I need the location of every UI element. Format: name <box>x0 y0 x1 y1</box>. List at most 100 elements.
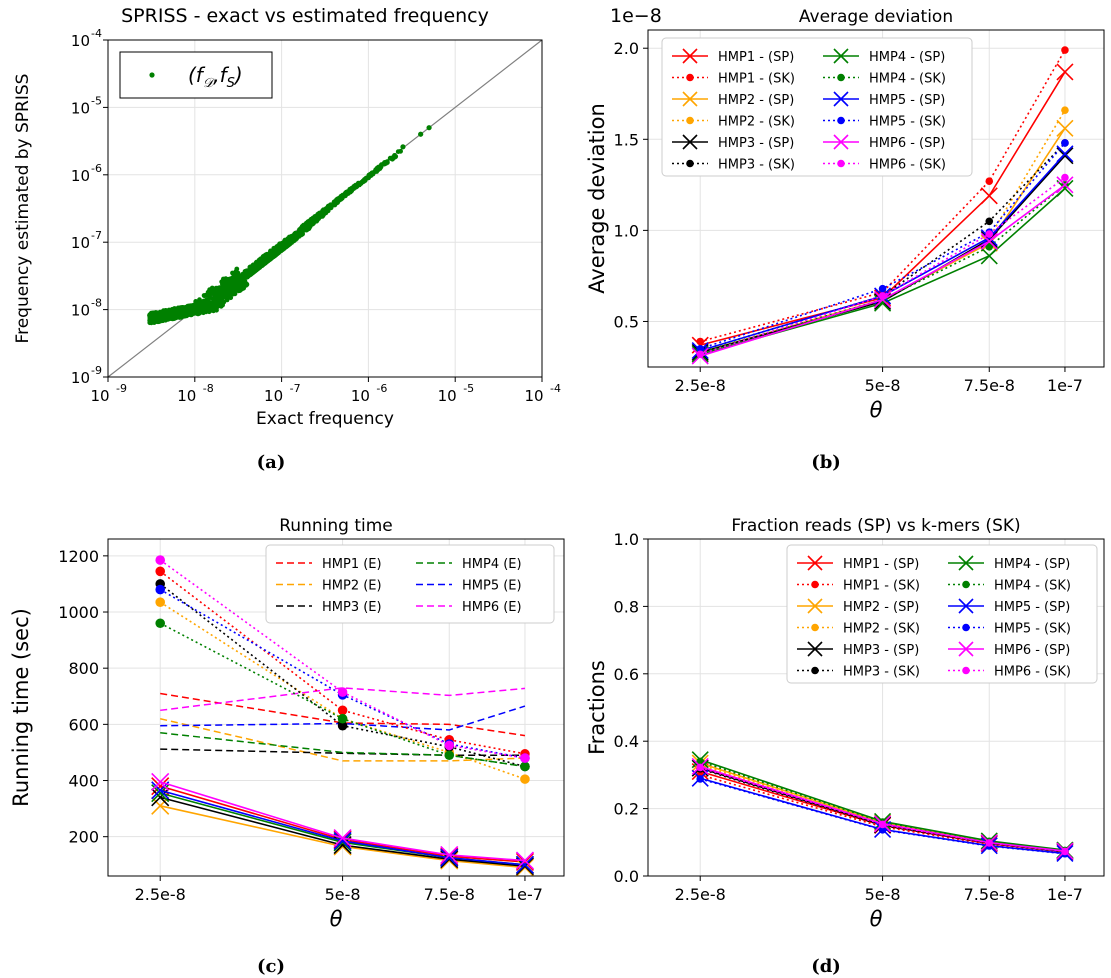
panel-a: 10 -910 -910 -810 -810 -710 -710 -610 -610 -510 -5… <box>13 5 561 429</box>
y-tick-label: 200 <box>68 828 99 847</box>
axes-frame <box>107 39 543 378</box>
legend-label: HMP3 - (SK) <box>718 158 795 173</box>
scatter-point <box>426 125 432 131</box>
series <box>151 781 535 874</box>
data-point <box>151 796 170 815</box>
scatter-point <box>216 285 222 291</box>
data-point <box>985 217 994 226</box>
y-tick-label: 10 <box>71 167 90 185</box>
data-point <box>878 820 887 829</box>
y-tick-label: 800 <box>68 659 99 678</box>
series-line <box>700 71 1066 346</box>
series-line <box>699 153 1066 352</box>
legend-box <box>661 37 973 177</box>
data-point <box>985 839 994 847</box>
y-tick-exponent: -8 <box>91 297 102 310</box>
y-tick-exponent: -4 <box>91 27 102 40</box>
y-tick-label: 1200 <box>58 547 99 566</box>
scatter-point <box>298 225 304 231</box>
scatter-point <box>320 213 326 219</box>
data-point <box>515 851 535 870</box>
data-point <box>515 858 535 877</box>
legend-label: HMP2 - (SK) <box>843 622 920 637</box>
scatter-point <box>254 266 260 272</box>
y-tick-label: 1000 <box>58 603 99 622</box>
x-tick-label: 2.5e-8 <box>675 376 726 395</box>
scatter-point <box>189 306 195 312</box>
x-tick-label: 5e-8 <box>865 885 901 904</box>
legend-marker <box>807 555 823 571</box>
data-point <box>878 826 887 834</box>
legend-close: ) <box>233 63 243 87</box>
scatter-point <box>289 240 295 245</box>
legend-label: HMP3 - (SK) <box>843 665 920 680</box>
legend-label: HMP6 - (SP) <box>994 643 1070 658</box>
series <box>160 718 525 762</box>
series-line <box>699 187 1066 356</box>
legend-box <box>119 51 273 99</box>
data-point <box>151 772 170 791</box>
x-tick-label: 7.5e-8 <box>424 885 475 904</box>
y-tick-exponent: -5 <box>91 94 102 107</box>
data-point <box>151 781 170 800</box>
data-point <box>1061 106 1069 114</box>
scatter-point <box>232 291 238 297</box>
data-point <box>696 344 705 353</box>
scatter-point <box>345 190 351 196</box>
legend-marker <box>686 73 694 82</box>
x-tick-label: 10 <box>351 387 370 405</box>
scatter-point <box>150 310 156 316</box>
data-point <box>1061 139 1069 147</box>
scatter-point <box>325 203 331 209</box>
legend-marker <box>962 666 970 675</box>
legend-label: HMP2 - (SP) <box>718 93 794 108</box>
legend-marker <box>958 641 974 657</box>
scatter-point <box>337 196 343 202</box>
legend-marker <box>686 116 694 125</box>
y-axis-label: Frequency estimated by SPRISS <box>13 74 33 344</box>
scatter-point <box>237 288 243 293</box>
y-tick-label: 400 <box>68 772 99 791</box>
scatter-point <box>356 181 361 186</box>
x-axis-label: Exact frequency <box>256 409 394 429</box>
scatter-point <box>165 313 171 318</box>
scatter-point <box>392 153 397 158</box>
y-tick-label: 600 <box>68 715 99 734</box>
scatter-point <box>193 303 199 308</box>
data-point <box>440 847 459 866</box>
data-point <box>155 597 166 607</box>
scatter-point <box>201 293 207 298</box>
y-tick-exponent: -9 <box>91 364 102 377</box>
series <box>160 687 526 712</box>
scatter-point <box>332 200 337 206</box>
y-tick-label: 0.6 <box>614 665 639 684</box>
data-point <box>333 829 352 848</box>
scatter-point <box>367 171 373 177</box>
data-point <box>696 757 705 766</box>
x-tick-label: 5e-8 <box>865 376 901 395</box>
legend-label: HMP5 - (SP) <box>869 93 945 108</box>
legend-marker <box>962 580 970 589</box>
legend-marker <box>811 623 819 632</box>
data-point <box>337 687 348 697</box>
legend-label: HMP1 - (SP) <box>718 50 794 65</box>
x-tick-label: 2.5e-8 <box>135 885 186 904</box>
scatter-point <box>222 287 228 293</box>
x-tick-label: 5e-8 <box>325 885 361 904</box>
data-point <box>878 292 887 300</box>
scatter-point <box>283 244 289 250</box>
scatter-point <box>317 210 322 216</box>
scatter-point <box>260 262 266 267</box>
data-point <box>878 284 887 293</box>
panel-d: 2.5e-8 5e-8 7.5e-8 1e-7 0.0 0.2 0.4 0.6 0.8 1.0 Fr… <box>585 516 1105 931</box>
data-point <box>440 848 459 867</box>
scatter-point <box>259 256 264 262</box>
scatter-point <box>224 279 230 285</box>
data-point <box>444 740 455 751</box>
y-tick-label: 10 <box>71 32 90 50</box>
legend-label: (f𝒟,fS) <box>188 63 243 91</box>
y-tick-label: 1.0 <box>614 221 639 240</box>
chart-title: Average deviation <box>799 7 953 27</box>
scatter-point <box>171 306 177 312</box>
panel-c: 2.5e-8 5e-8 7.5e-8 1e-7 200 400 600 800 1000 1200… <box>9 516 565 931</box>
